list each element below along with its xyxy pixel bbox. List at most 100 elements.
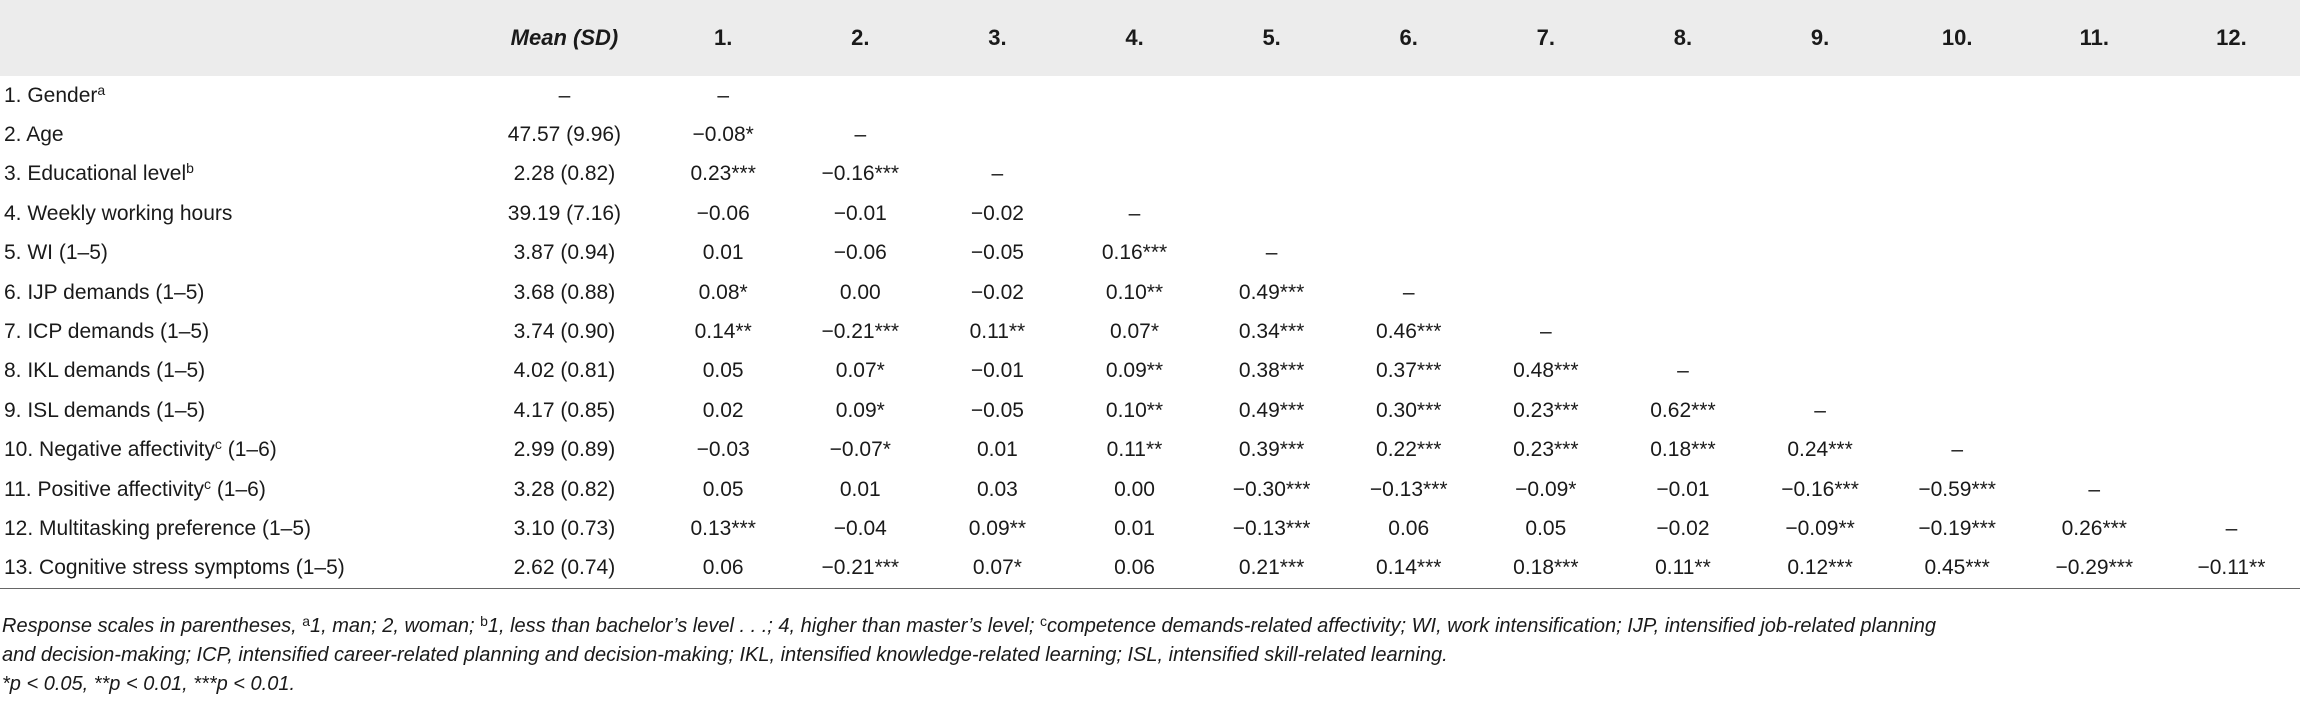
header-col-3: 3. [988, 25, 1007, 50]
correlation-cell: – [1265, 241, 1278, 265]
correlation-cell [1752, 273, 1889, 312]
table-row: 3. Educational levelb 2.28 (0.82) 0.23*** −… [0, 155, 2300, 194]
mean-sd-cell: 3.87 (0.94) [513, 241, 616, 265]
correlation-cell [1889, 155, 2026, 194]
variable-label: 9. ISL demands (1–5) [0, 391, 474, 430]
footnote-text: 1, less than bachelor’s level . . .; 4, … [487, 615, 1041, 637]
variable-label: 10. Negative affectivityc (1–6) [0, 431, 474, 470]
correlation-cell [1477, 194, 1614, 233]
mean-sd-cell: 4.02 (0.81) [513, 359, 616, 383]
header-variable [0, 0, 474, 76]
correlation-cell: −0.05 [970, 398, 1024, 422]
correlation-cell: 0.01 [1114, 516, 1155, 540]
correlation-cell: 0.05 [1525, 516, 1567, 540]
correlation-cell: −0.01 [1656, 477, 1710, 501]
correlation-cell [1477, 234, 1614, 273]
correlation-cell: 0.45*** [1888, 548, 2026, 589]
correlation-cell: 0.09** [1105, 359, 1164, 383]
table-footnotes: Response scales in parentheses, a1, man;… [2, 612, 2298, 699]
variable-name: 7. ICP demands (1–5) [4, 320, 210, 344]
correlation-cell [2026, 194, 2163, 233]
correlation-cell [1752, 155, 1889, 194]
correlation-cell [2163, 352, 2300, 391]
correlation-cell [2026, 155, 2163, 194]
correlation-cell: −0.02 [970, 280, 1024, 304]
correlation-cell [2163, 312, 2300, 351]
mean-sd-cell: 2.62 (0.74) [474, 548, 655, 589]
correlation-cell: −0.05 [970, 241, 1024, 265]
correlation-cell: 0.18*** [1477, 548, 1615, 589]
variable-label: 4. Weekly working hours [0, 194, 474, 233]
table-row: 2. Age 47.57 (9.96) −0.08* – [0, 115, 2300, 154]
table-row: 8. IKL demands (1–5) 4.02 (0.81) 0.05 0.07*… [0, 352, 2300, 391]
correlation-cell [1340, 115, 1477, 154]
correlation-cell: – [2225, 516, 2238, 540]
correlation-cell: 0.49*** [1238, 280, 1305, 304]
correlation-cell: 0.10** [1105, 280, 1164, 304]
mean-sd-cell: – [558, 83, 571, 107]
correlation-cell [2163, 431, 2300, 470]
variable-label: 11. Positive affectivityc (1–6) [0, 470, 474, 509]
correlation-cell [2026, 115, 2163, 154]
footnote-marker: c [1040, 613, 1048, 629]
correlation-cell: – [717, 83, 730, 107]
footnote-marker: c [203, 475, 211, 492]
variable-name: 3. Educational level [4, 162, 187, 186]
correlation-cell: 0.23*** [1513, 398, 1579, 422]
correlation-cell: 0.49*** [1238, 398, 1305, 422]
correlation-cell [2163, 115, 2300, 154]
correlation-cell: −0.09* [1515, 477, 1577, 501]
variable-name: 9. ISL demands (1–5) [4, 398, 206, 422]
correlation-cell: 0.14** [694, 320, 752, 344]
correlation-cell: −0.21*** [791, 548, 929, 589]
header-col-7: 7. [1536, 25, 1556, 50]
correlation-cell: 0.00 [1114, 477, 1155, 501]
variable-name: 13. Cognitive stress symptoms (1–5) [4, 556, 345, 580]
variable-name: 6. IJP demands (1–5) [4, 280, 205, 304]
correlation-cell [2026, 431, 2163, 470]
table-row: 13. Cognitive stress symptoms (1–5) 2.62 … [0, 548, 2300, 589]
footnote-line-1: Response scales in parentheses, a1, man;… [2, 612, 2298, 641]
correlation-cell: 0.18*** [1650, 438, 1716, 462]
correlation-cell [2026, 391, 2163, 430]
table-header: Mean (SD) 1. 2. 3. 4. 5. 6. 7. 8. 9. 10.… [0, 0, 2300, 76]
correlation-cell: 0.11** [969, 320, 1026, 344]
correlation-cell [2026, 312, 2163, 351]
correlation-cell [1889, 234, 2026, 273]
correlation-cell: 0.11** [1614, 548, 1752, 589]
correlation-cell: 0.38*** [1238, 359, 1305, 383]
correlation-cell [1477, 115, 1614, 154]
correlation-cell [929, 115, 1066, 154]
table-row: 10. Negative affectivityc (1–6) 2.99 (0.8… [0, 431, 2300, 470]
correlation-cell: −0.19*** [1918, 516, 1996, 540]
variable-name: 4. Weekly working hours [4, 201, 233, 225]
correlation-cell [1614, 155, 1751, 194]
variable-label: 13. Cognitive stress symptoms (1–5) [0, 548, 475, 589]
header-mean-sd: Mean (SD) [510, 25, 619, 50]
correlation-cell: −0.13*** [1369, 477, 1448, 501]
correlation-cell [1477, 155, 1614, 194]
variable-label: 5. WI (1–5) [0, 234, 474, 273]
correlation-cell [1477, 273, 1614, 312]
header-col-10: 10. [1941, 25, 1973, 50]
variable-label: 7. ICP demands (1–5) [0, 312, 474, 351]
variable-label: 6. IJP demands (1–5) [0, 273, 474, 312]
correlation-cell: 0.12*** [1751, 548, 1889, 589]
correlation-cell [1889, 352, 2026, 391]
correlation-cell: −0.02 [1656, 516, 1710, 540]
variable-name: 10. Negative affectivity [4, 438, 215, 462]
header-row: Mean (SD) 1. 2. 3. 4. 5. 6. 7. 8. 9. 10.… [0, 0, 2300, 76]
table-row: 1. Gendera – – [0, 76, 2300, 115]
correlation-cell: 0.62*** [1650, 398, 1716, 422]
correlation-cell: 0.39*** [1238, 438, 1305, 462]
correlation-cell [929, 76, 1066, 115]
header-col-4: 4. [1125, 25, 1144, 50]
footnote-text: competence demands-related affectivity; … [1047, 615, 1936, 637]
correlation-cell: 0.13*** [690, 516, 756, 540]
correlation-cell: – [1814, 398, 1826, 422]
correlation-cell [2163, 391, 2300, 430]
correlation-cell: 0.06 [654, 548, 792, 589]
correlation-cell [1889, 194, 2026, 233]
correlation-cell: 0.08* [698, 280, 748, 304]
correlation-cell [2163, 76, 2300, 115]
